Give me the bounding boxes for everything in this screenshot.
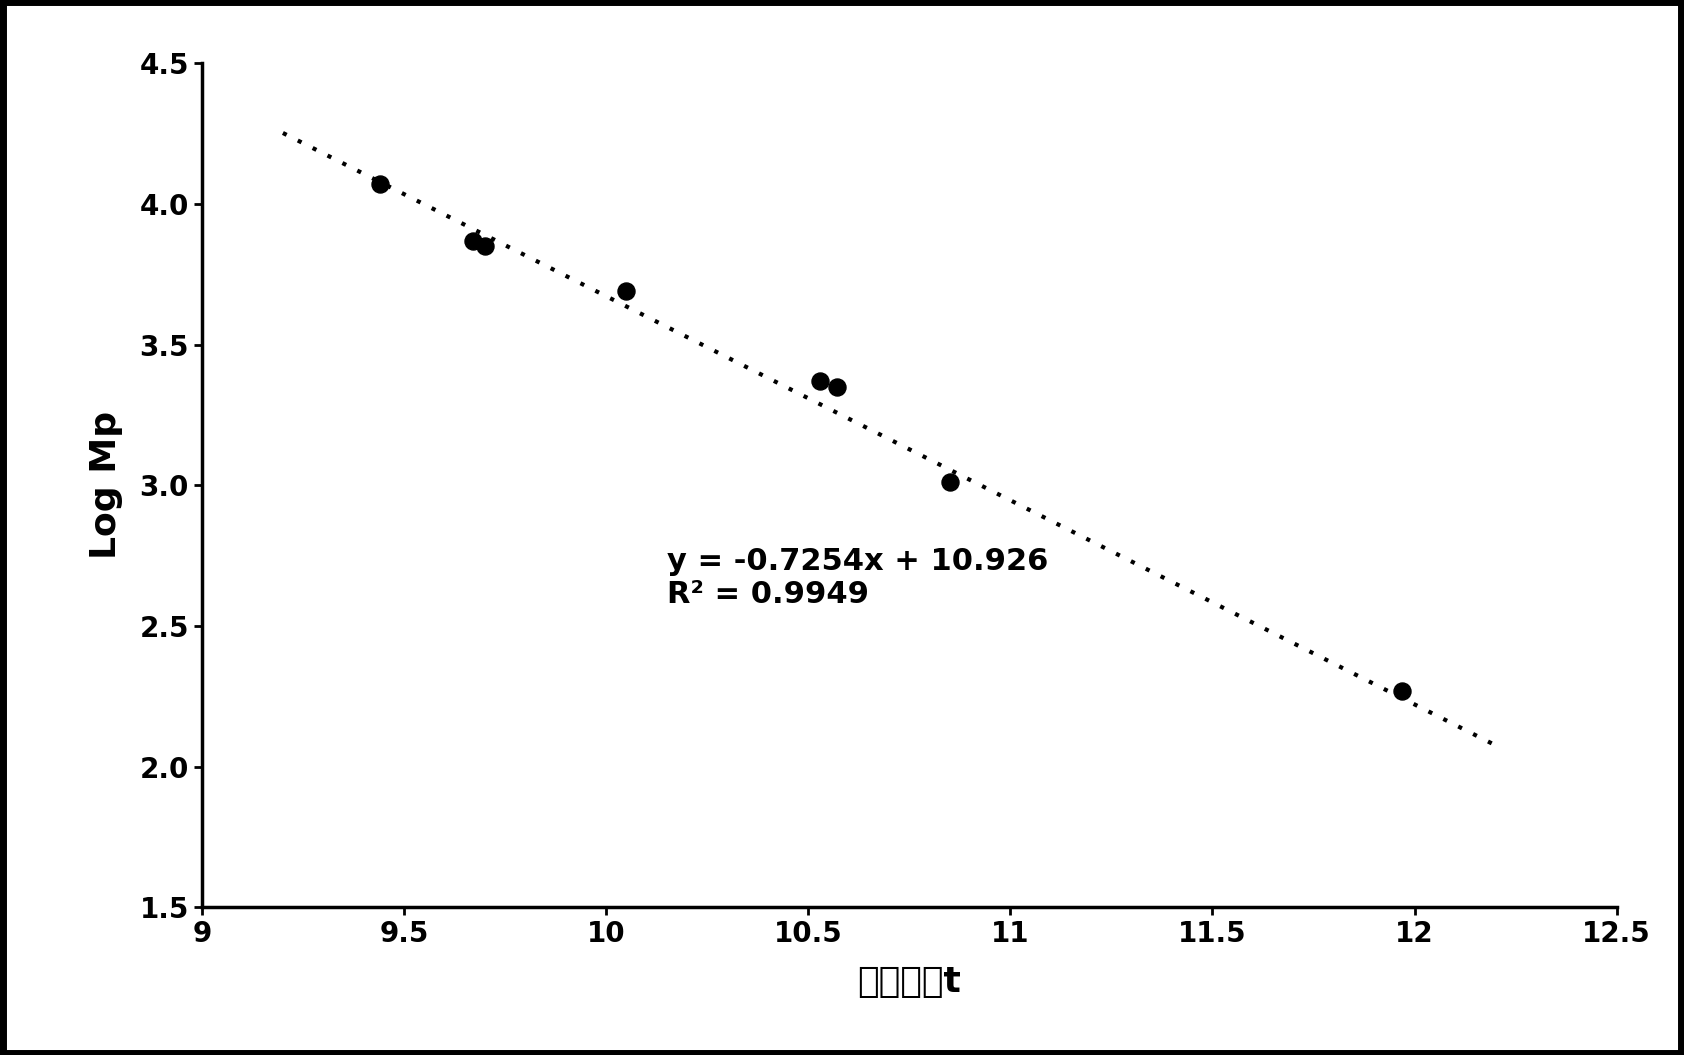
Y-axis label: Log Mp: Log Mp bbox=[89, 411, 123, 559]
Point bbox=[1389, 683, 1416, 699]
Text: y = -0.7254x + 10.926
R² = 0.9949: y = -0.7254x + 10.926 R² = 0.9949 bbox=[667, 546, 1047, 610]
Point bbox=[613, 283, 640, 300]
X-axis label: 保留时间t: 保留时间t bbox=[857, 965, 962, 999]
Point bbox=[807, 372, 834, 389]
Point bbox=[472, 237, 498, 254]
Point bbox=[460, 232, 487, 249]
Point bbox=[936, 474, 963, 491]
Point bbox=[367, 176, 394, 193]
Point bbox=[823, 379, 850, 396]
